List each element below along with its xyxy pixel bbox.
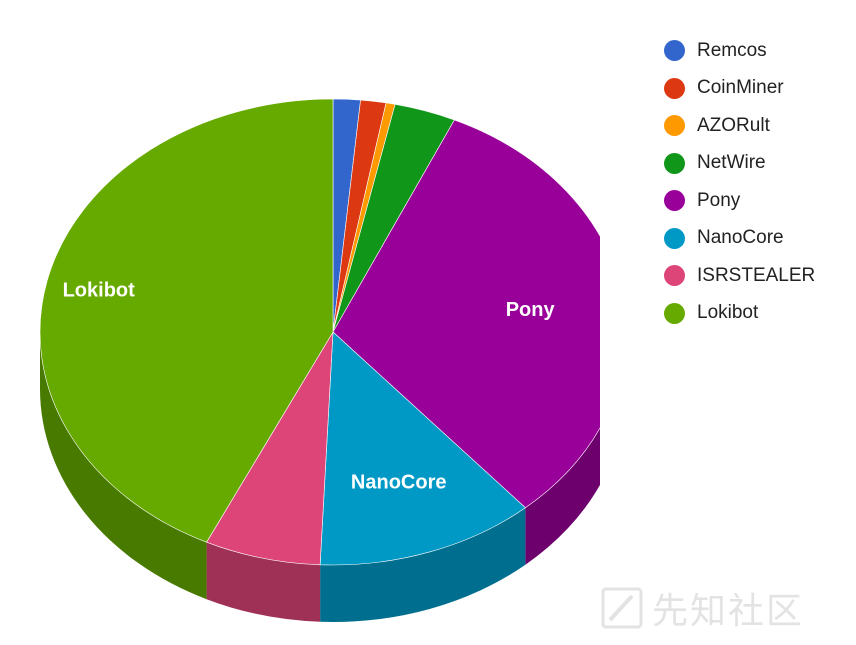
legend-swatch (664, 227, 685, 249)
slice-label-lokibot: Lokibot (63, 280, 136, 302)
legend-swatch (664, 190, 685, 212)
slash-logo-icon (601, 587, 643, 629)
legend-label: CoinMiner (697, 77, 784, 99)
legend-swatch (664, 40, 685, 62)
slice-side-pony (525, 427, 600, 565)
legend-label: Lokibot (697, 302, 759, 324)
slice-label-pony: Pony (506, 299, 556, 321)
legend: Remcos CoinMiner AZORult NetWire Pony NanoCor… (664, 32, 815, 332)
watermark: 先知社区 (600, 582, 804, 634)
legend-item-nanocore[interactable]: NanoCore (664, 220, 815, 258)
legend-swatch (664, 265, 685, 287)
legend-label: ISRSTEALER (697, 264, 816, 286)
legend-label: NetWire (697, 152, 766, 174)
watermark-text: 先知社区 (652, 591, 805, 632)
slice-side-isrstealer (206, 542, 321, 622)
legend-label: Remcos (697, 39, 767, 61)
legend-item-isrstealer[interactable]: ISRSTEALER (664, 257, 815, 295)
legend-label: NanoCore (697, 227, 784, 249)
slice-lokibot[interactable] (39, 98, 334, 543)
slice-side-lokibot (40, 332, 207, 600)
legend-item-coinminer[interactable]: CoinMiner (664, 70, 815, 108)
legend-swatch (664, 302, 685, 324)
legend-label: AZORult (697, 114, 770, 136)
pie-top-slices (39, 98, 600, 566)
slice-pony[interactable] (332, 119, 600, 509)
slice-nanocore[interactable] (319, 331, 526, 566)
slice-isrstealer[interactable] (206, 331, 334, 566)
legend-item-azorult[interactable]: AZORult (664, 107, 815, 145)
legend-label: Pony (697, 189, 741, 211)
legend-swatch (664, 152, 685, 174)
pie-chart: Pony NanoCore Lokibot (39, 98, 600, 622)
slice-label-nanocore: NanoCore (351, 472, 447, 494)
legend-item-netwire[interactable]: NetWire (664, 145, 815, 183)
legend-swatch (664, 115, 685, 137)
legend-item-lokibot[interactable]: Lokibot (664, 295, 815, 333)
legend-item-remcos[interactable]: Remcos (664, 32, 815, 70)
legend-swatch (664, 77, 685, 99)
legend-item-pony[interactable]: Pony (664, 182, 815, 220)
